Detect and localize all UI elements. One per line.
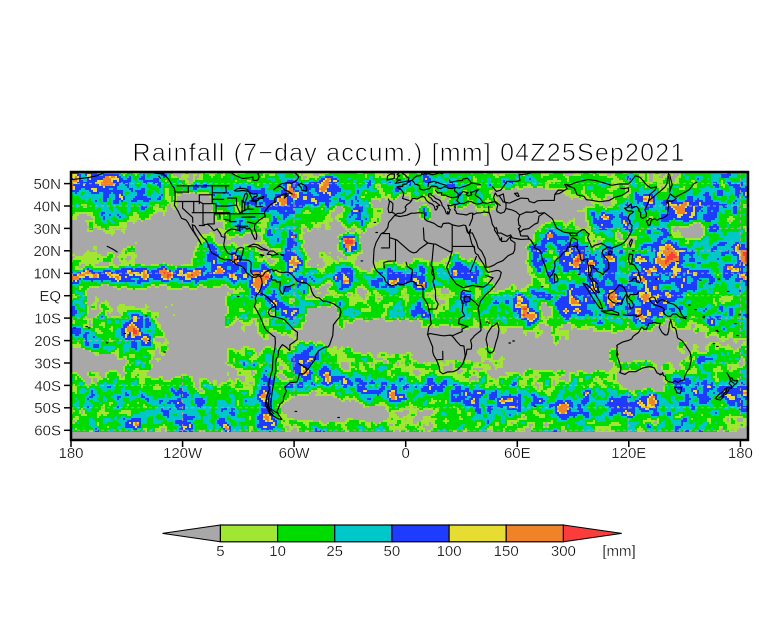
svg-text:40S: 40S bbox=[34, 378, 61, 395]
svg-text:180: 180 bbox=[58, 445, 83, 462]
svg-text:120W: 120W bbox=[163, 445, 203, 462]
svg-text:50S: 50S bbox=[34, 400, 61, 417]
svg-text:5: 5 bbox=[216, 543, 224, 560]
svg-text:60S: 60S bbox=[34, 423, 61, 440]
svg-text:10: 10 bbox=[269, 543, 286, 560]
svg-text:100: 100 bbox=[437, 543, 462, 560]
svg-text:0: 0 bbox=[402, 445, 410, 462]
svg-text:EQ: EQ bbox=[39, 288, 61, 305]
svg-text:50: 50 bbox=[384, 543, 401, 560]
svg-text:10S: 10S bbox=[34, 311, 61, 328]
svg-text:10N: 10N bbox=[33, 266, 61, 283]
svg-text:20N: 20N bbox=[33, 243, 61, 260]
svg-text:25: 25 bbox=[326, 543, 343, 560]
svg-text:180: 180 bbox=[728, 445, 753, 462]
svg-text:40N: 40N bbox=[33, 198, 61, 215]
svg-text:60E: 60E bbox=[504, 445, 531, 462]
svg-text:50N: 50N bbox=[33, 176, 61, 193]
svg-text:60W: 60W bbox=[279, 445, 311, 462]
svg-text:150: 150 bbox=[494, 543, 519, 560]
svg-text:20S: 20S bbox=[34, 333, 61, 350]
svg-text:30S: 30S bbox=[34, 355, 61, 372]
svg-text:300: 300 bbox=[551, 543, 576, 560]
svg-text:[mm]: [mm] bbox=[602, 543, 635, 560]
svg-text:120E: 120E bbox=[611, 445, 646, 462]
svg-text:30N: 30N bbox=[33, 221, 61, 238]
svg-text:Rainfall (7−day accum.) [mm] 0: Rainfall (7−day accum.) [mm] 04Z25Sep202… bbox=[133, 139, 686, 167]
